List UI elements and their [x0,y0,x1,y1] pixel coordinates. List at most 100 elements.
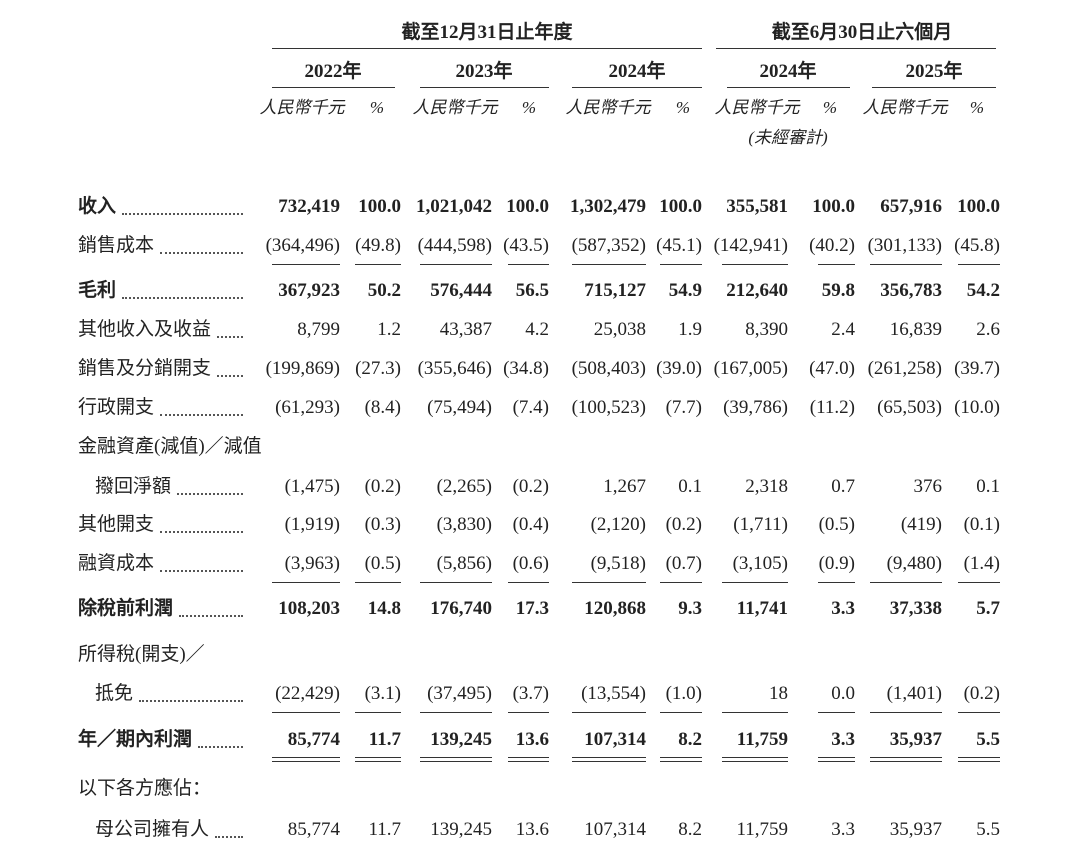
unit-label: % [969,98,985,117]
cell: 1.9 [678,319,702,340]
cell: 107,314 [584,729,646,750]
cell: (61,293) [275,397,340,418]
leader [217,336,243,338]
cell: 11,759 [736,729,788,750]
cell: 3.3 [831,819,855,840]
cell: (508,403) [571,358,646,379]
row-label: 年／期內利潤 [78,729,193,750]
cell: 25,038 [593,319,646,340]
cell: (0.6) [512,553,549,574]
cell: 176,740 [430,598,492,619]
cell: (355,646) [417,358,492,379]
cell: (13,554) [581,683,646,704]
cell: (364,496) [265,235,340,256]
cell: (1,475) [284,476,340,497]
row-label: 金融資產(減值)／減值 [78,436,262,457]
row-label: 以下各方應佔： [78,778,212,799]
cell: 212,640 [726,280,788,301]
cell: (419) [900,514,942,535]
cell: (1,919) [284,514,340,535]
rule [272,757,340,758]
rule [355,757,401,758]
unit-label: 人民幣千元 [862,98,948,117]
cell: (9,480) [886,553,942,574]
cell: 376 [913,476,943,497]
leader [122,297,243,299]
leader [215,836,243,838]
cell: 0.1 [976,476,1000,497]
cell: 9.3 [678,598,702,619]
cell: (3.7) [512,683,549,704]
note: (未經審計) [748,128,828,147]
rule [958,264,1000,265]
rule [508,582,549,583]
cell: 108,203 [278,598,340,619]
unit-label: % [822,98,838,117]
cell: 54.2 [966,280,1000,301]
cell: (301,133) [867,235,942,256]
cell: 13.6 [515,729,549,750]
cell: 18 [769,683,788,704]
leader [160,531,243,533]
leader [160,252,243,254]
rule [722,761,788,762]
cell: (0.1) [963,514,1000,535]
cell: 2.4 [831,319,855,340]
group-header: 截至6月30日止六個月 [771,22,953,43]
cell: (0.2) [512,476,549,497]
cell: (444,598) [417,235,492,256]
rule [958,582,1000,583]
cell: (1,711) [733,514,788,535]
rule [272,582,340,583]
cell: 1,302,479 [570,196,646,217]
cell: (0.9) [818,553,855,574]
cell: (47.0) [809,358,855,379]
cell: 56.5 [515,280,549,301]
cell: 37,338 [889,598,942,619]
cell: 85,774 [287,819,340,840]
cell: (0.2) [364,476,401,497]
rule [958,712,1000,713]
row-label: 除稅前利潤 [78,598,174,619]
cell: (1.0) [665,683,702,704]
year-header: 2024年 [759,61,817,82]
row-label: 其他開支 [78,514,155,535]
rule [818,264,855,265]
year-header: 2025年 [905,61,963,82]
rule [272,761,340,762]
leader [217,375,243,377]
rule [870,264,942,265]
unit-label: % [521,98,537,117]
rule [716,48,996,49]
cell: (0.5) [364,553,401,574]
unit-label: % [369,98,385,117]
cell: 14.8 [367,598,401,619]
cell: 1,267 [603,476,646,497]
year-header: 2024年 [608,61,666,82]
cell: 2,318 [745,476,788,497]
rule [355,264,401,265]
cell: 120,868 [584,598,646,619]
cell: (11.2) [809,397,855,418]
cell: 16,839 [889,319,942,340]
cell: 100.0 [506,196,549,217]
cell: (0.2) [665,514,702,535]
cell: (3,105) [732,553,788,574]
cell: (5,856) [436,553,492,574]
cell: 5.5 [976,819,1000,840]
leader [198,746,243,748]
row-label: 撥回淨額 [95,476,172,497]
leader [122,213,243,215]
cell: (39.0) [656,358,702,379]
rule [508,757,549,758]
cell: 8,390 [745,319,788,340]
cell: (2,120) [590,514,646,535]
cell: 5.7 [976,598,1000,619]
cell: (199,869) [265,358,340,379]
rule [660,761,702,762]
cell: (65,503) [877,397,942,418]
rule [355,761,401,762]
rule [572,582,646,583]
cell: 5.5 [976,729,1000,750]
